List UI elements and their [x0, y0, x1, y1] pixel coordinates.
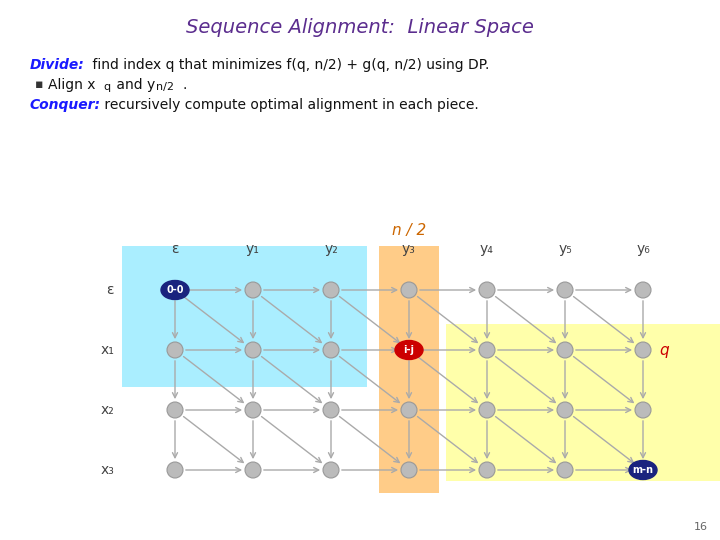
- Bar: [122, 246, 367, 387]
- Circle shape: [323, 462, 339, 478]
- Circle shape: [479, 402, 495, 418]
- Text: n / 2: n / 2: [392, 223, 426, 238]
- Text: .: .: [182, 78, 186, 92]
- Circle shape: [167, 462, 183, 478]
- Bar: [446, 324, 720, 481]
- Circle shape: [245, 462, 261, 478]
- Circle shape: [635, 402, 651, 418]
- Text: y₁: y₁: [246, 242, 260, 256]
- Circle shape: [557, 462, 573, 478]
- Text: y₄: y₄: [480, 242, 494, 256]
- Circle shape: [401, 462, 417, 478]
- Circle shape: [479, 342, 495, 358]
- Text: y₃: y₃: [402, 242, 416, 256]
- Text: y₅: y₅: [558, 242, 572, 256]
- Text: Align x: Align x: [48, 78, 96, 92]
- Circle shape: [323, 282, 339, 298]
- Text: x₂: x₂: [100, 403, 114, 417]
- Circle shape: [557, 282, 573, 298]
- Circle shape: [479, 282, 495, 298]
- Circle shape: [167, 342, 183, 358]
- Circle shape: [245, 282, 261, 298]
- Circle shape: [167, 402, 183, 418]
- Text: i-j: i-j: [403, 345, 415, 355]
- Text: 0-0: 0-0: [166, 285, 184, 295]
- Circle shape: [635, 282, 651, 298]
- Circle shape: [323, 402, 339, 418]
- Text: n/2: n/2: [156, 82, 174, 92]
- Circle shape: [557, 402, 573, 418]
- Ellipse shape: [395, 341, 423, 360]
- Text: ▪: ▪: [35, 78, 43, 91]
- Text: ε: ε: [107, 283, 114, 297]
- Text: Sequence Alignment:  Linear Space: Sequence Alignment: Linear Space: [186, 18, 534, 37]
- Text: Divide:: Divide:: [30, 58, 85, 72]
- Text: and y: and y: [112, 78, 156, 92]
- Text: find index q that minimizes f(q, n/2) + g(q, n/2) using DP.: find index q that minimizes f(q, n/2) + …: [88, 58, 490, 72]
- Text: y₆: y₆: [636, 242, 650, 256]
- Circle shape: [245, 402, 261, 418]
- Circle shape: [479, 462, 495, 478]
- Circle shape: [401, 402, 417, 418]
- Text: Conquer:: Conquer:: [30, 98, 101, 112]
- Text: m-n: m-n: [632, 465, 654, 475]
- Text: x₁: x₁: [100, 343, 114, 357]
- Text: q: q: [659, 342, 669, 357]
- Bar: [379, 246, 438, 493]
- Circle shape: [557, 342, 573, 358]
- Ellipse shape: [629, 461, 657, 480]
- Circle shape: [323, 342, 339, 358]
- Circle shape: [245, 342, 261, 358]
- Circle shape: [401, 282, 417, 298]
- Text: ε: ε: [171, 242, 179, 256]
- Text: q: q: [103, 82, 110, 92]
- Ellipse shape: [161, 280, 189, 300]
- Text: y₂: y₂: [324, 242, 338, 256]
- Text: 16: 16: [694, 522, 708, 532]
- Circle shape: [635, 342, 651, 358]
- Text: recursively compute optimal alignment in each piece.: recursively compute optimal alignment in…: [100, 98, 479, 112]
- Text: x₃: x₃: [100, 463, 114, 477]
